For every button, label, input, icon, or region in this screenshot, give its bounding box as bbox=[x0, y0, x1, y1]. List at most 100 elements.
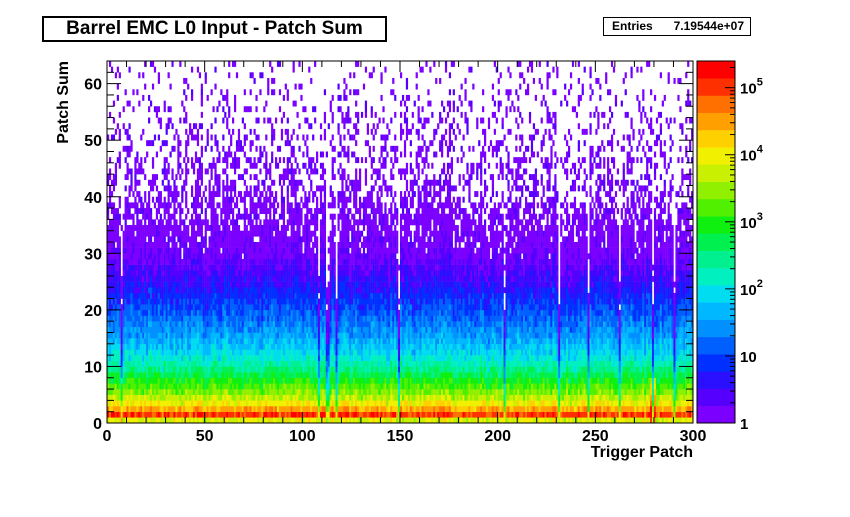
heatmap-cell bbox=[114, 258, 118, 265]
heatmap-cell bbox=[136, 208, 139, 214]
heatmap-cell bbox=[296, 264, 299, 271]
heatmap-cell bbox=[317, 281, 321, 288]
heatmap-cell bbox=[226, 157, 229, 164]
heatmap-cell bbox=[276, 242, 280, 248]
heatmap-cell bbox=[226, 292, 229, 299]
heatmap-cell bbox=[294, 338, 297, 345]
heatmap-cell bbox=[173, 417, 176, 424]
heatmap-cell bbox=[308, 208, 311, 214]
heatmap-cell bbox=[189, 400, 192, 407]
heatmap-cell bbox=[226, 94, 229, 101]
heatmap-cell bbox=[233, 304, 237, 311]
heatmap-cell bbox=[132, 298, 135, 305]
heatmap-cell bbox=[265, 208, 268, 214]
heatmap-cell bbox=[175, 242, 178, 248]
heatmap-cell bbox=[124, 145, 127, 152]
heatmap-cell bbox=[273, 196, 276, 203]
heatmap-cell bbox=[171, 242, 174, 248]
heatmap-cell bbox=[200, 258, 203, 265]
heatmap-cell bbox=[286, 321, 289, 328]
heatmap-cell bbox=[200, 83, 203, 90]
heatmap-cell bbox=[314, 326, 317, 333]
heatmap-cell bbox=[124, 304, 127, 311]
heatmap-cell bbox=[316, 298, 319, 305]
heatmap-cell bbox=[177, 338, 180, 345]
heatmap-cell bbox=[218, 242, 221, 248]
heatmap-cell bbox=[296, 309, 299, 316]
heatmap-cell bbox=[316, 185, 319, 192]
heatmap-cell bbox=[210, 411, 213, 418]
heatmap-cell bbox=[233, 247, 237, 254]
heatmap-cell bbox=[107, 270, 110, 277]
heatmap-cell bbox=[265, 400, 268, 407]
heatmap-cell bbox=[212, 162, 215, 169]
heatmap-cell bbox=[251, 355, 254, 362]
heatmap-cell bbox=[316, 281, 319, 288]
heatmap-cell bbox=[196, 230, 200, 237]
heatmap-cell bbox=[134, 349, 137, 356]
heatmap-cell bbox=[300, 281, 303, 288]
heatmap-cell bbox=[173, 394, 176, 401]
heatmap-cell bbox=[146, 338, 149, 345]
heatmap-cell bbox=[140, 411, 143, 418]
heatmap-cell bbox=[286, 400, 289, 407]
heatmap-cell bbox=[267, 298, 270, 305]
heatmap-cell bbox=[306, 281, 309, 288]
heatmap-cell bbox=[183, 247, 186, 254]
heatmap-cell bbox=[233, 332, 237, 339]
heatmap-cell bbox=[237, 275, 241, 282]
heatmap-cell bbox=[255, 275, 258, 282]
heatmap-cell bbox=[128, 236, 131, 243]
heatmap-cell bbox=[169, 275, 172, 282]
heatmap-cell bbox=[190, 213, 194, 220]
heatmap-cell bbox=[241, 394, 244, 401]
heatmap-cell bbox=[138, 225, 141, 231]
heatmap-cell bbox=[276, 383, 280, 390]
heatmap-cell bbox=[253, 174, 256, 181]
heatmap-cell bbox=[202, 360, 205, 367]
heatmap-cell bbox=[157, 247, 160, 254]
heatmap-cell bbox=[198, 230, 202, 237]
heatmap-cell bbox=[124, 185, 127, 192]
heatmap-cell bbox=[233, 202, 237, 209]
heatmap-cell bbox=[198, 417, 202, 424]
heatmap-cell bbox=[130, 264, 133, 271]
heatmap-cell bbox=[110, 66, 114, 73]
heatmap-cell bbox=[108, 406, 112, 412]
heatmap-cell bbox=[228, 326, 231, 333]
heatmap-cell bbox=[159, 304, 162, 311]
heatmap-cell bbox=[200, 219, 203, 226]
heatmap-cell bbox=[302, 315, 305, 322]
heatmap-cell bbox=[319, 411, 323, 418]
heatmap-cell bbox=[169, 343, 172, 350]
heatmap-cell bbox=[124, 219, 127, 226]
heatmap-cell bbox=[108, 338, 112, 345]
heatmap-cell bbox=[128, 230, 131, 237]
heatmap-cell bbox=[151, 157, 155, 164]
heatmap-cell bbox=[177, 349, 180, 356]
heatmap-cell bbox=[306, 253, 309, 260]
heatmap-cell bbox=[187, 258, 190, 265]
heatmap-cell bbox=[317, 394, 321, 401]
heatmap-cell bbox=[286, 247, 289, 254]
heatmap-cell bbox=[196, 326, 200, 333]
heatmap-cell bbox=[151, 174, 155, 181]
heatmap-cell bbox=[261, 309, 264, 316]
heatmap-cell bbox=[282, 411, 285, 418]
heatmap-cell bbox=[159, 123, 162, 130]
heatmap-cell bbox=[329, 106, 332, 113]
heatmap-cell bbox=[316, 360, 319, 367]
heatmap-cell bbox=[198, 258, 202, 265]
heatmap-cell bbox=[189, 275, 192, 282]
heatmap-cell bbox=[216, 191, 219, 197]
heatmap-cell bbox=[276, 253, 280, 260]
heatmap-cell bbox=[245, 134, 248, 141]
heatmap-cell bbox=[216, 230, 219, 237]
heatmap-cell bbox=[189, 417, 192, 424]
heatmap-cell bbox=[261, 202, 264, 209]
heatmap-cell bbox=[298, 377, 301, 384]
heatmap-cell bbox=[177, 145, 180, 152]
heatmap-cell bbox=[233, 185, 237, 192]
heatmap-cell bbox=[140, 406, 143, 412]
heatmap-cell bbox=[175, 128, 178, 135]
